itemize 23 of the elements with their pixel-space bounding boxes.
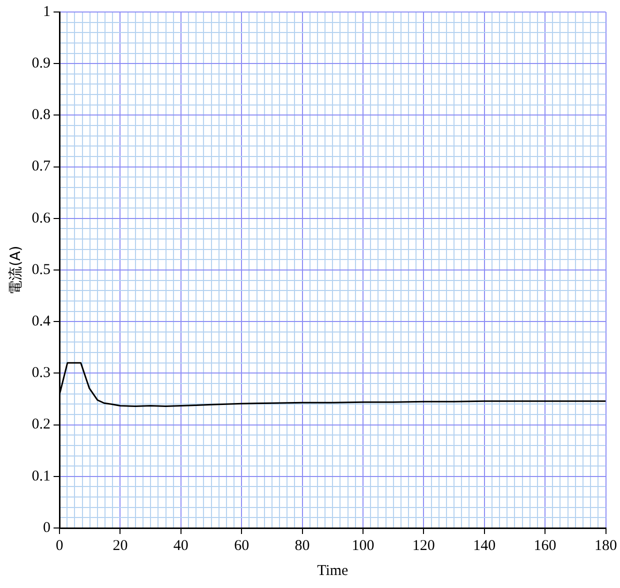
y-tick-label: 0 <box>43 520 51 536</box>
x-tick-label: 0 <box>56 538 64 554</box>
y-tick-label: 0.7 <box>32 158 52 175</box>
y-tick-label: 0.9 <box>32 56 51 72</box>
y-tick-label: 1 <box>43 4 51 20</box>
x-tick-label: 140 <box>473 538 496 554</box>
x-tick-label: 20 <box>112 538 128 554</box>
y-tick-label: 0.4 <box>32 314 52 330</box>
y-tick-label: 0.6 <box>32 210 52 226</box>
x-tick-label: 40 <box>173 538 188 554</box>
y-tick-label: 0.3 <box>32 365 51 382</box>
y-tick-label: 0.2 <box>32 416 51 433</box>
x-tick-label: 160 <box>534 538 556 554</box>
x-tick-label: 80 <box>294 538 310 554</box>
x-axis-title: Time <box>317 562 349 579</box>
x-tick-label: 180 <box>594 538 617 554</box>
x-tick-label: 100 <box>352 538 374 554</box>
y-tick-label: 0.1 <box>32 468 51 484</box>
y-tick-label: 0.5 <box>32 262 51 278</box>
x-tick-label: 120 <box>412 538 435 554</box>
x-tick-label: 60 <box>234 538 250 554</box>
y-tick-label: 0.8 <box>32 107 51 124</box>
y-axis-title: 電流(A) <box>8 246 24 294</box>
